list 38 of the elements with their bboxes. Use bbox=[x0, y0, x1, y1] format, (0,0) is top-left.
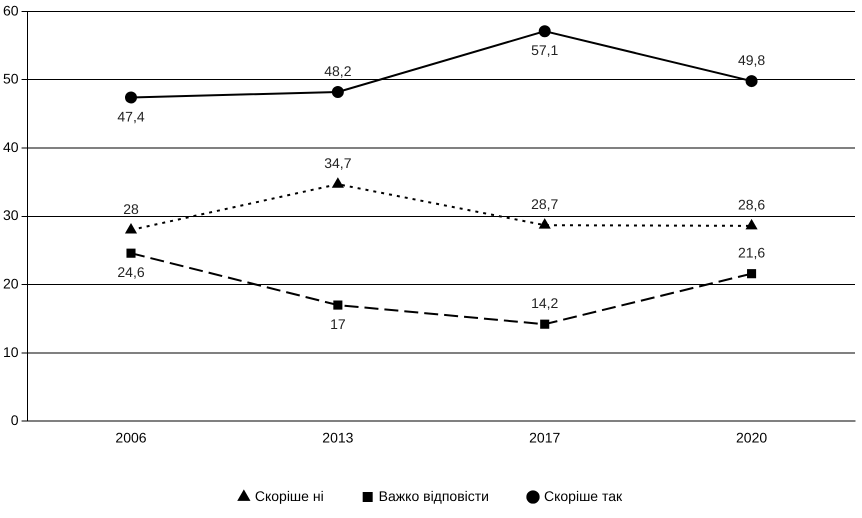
data-label: 48,2 bbox=[324, 62, 352, 79]
y-tick-label: 30 bbox=[2, 207, 19, 224]
point bbox=[125, 91, 137, 104]
data-label: 14,2 bbox=[531, 295, 559, 312]
point bbox=[540, 320, 550, 329]
data-label: 47,4 bbox=[117, 108, 145, 124]
data-label: 28 bbox=[123, 200, 139, 217]
point bbox=[538, 25, 551, 38]
data-label: 17 bbox=[330, 316, 346, 332]
data-label: 24,6 bbox=[117, 264, 145, 280]
y-tick-label: 10 bbox=[2, 344, 19, 360]
point bbox=[746, 220, 757, 230]
point bbox=[332, 86, 344, 98]
legend-label: Скоріше ні bbox=[254, 488, 324, 504]
point bbox=[746, 75, 758, 88]
x-tick-label: 2017 bbox=[529, 429, 560, 446]
point bbox=[747, 269, 756, 278]
legend-label: Скоріше так bbox=[544, 488, 624, 504]
data-label: 28,6 bbox=[738, 196, 766, 213]
y-tick-label: 0 bbox=[10, 412, 19, 428]
x-tick-label: 2020 bbox=[736, 429, 768, 446]
y-tick-label: 20 bbox=[2, 275, 19, 292]
y-tick-label: 60 bbox=[2, 2, 19, 18]
x-tick-label: 2006 bbox=[115, 429, 147, 446]
y-tick-label: 40 bbox=[2, 138, 19, 155]
legend-label: Важко відповісти bbox=[378, 488, 489, 504]
point bbox=[332, 178, 344, 188]
x-tick-label: 2013 bbox=[322, 429, 354, 446]
point bbox=[126, 248, 136, 258]
data-label: 21,6 bbox=[738, 244, 766, 261]
point bbox=[539, 219, 550, 229]
point bbox=[333, 300, 342, 310]
point bbox=[126, 224, 136, 234]
data-label: 28,7 bbox=[531, 196, 559, 212]
data-label: 57,1 bbox=[531, 42, 559, 58]
data-label: 49,8 bbox=[738, 52, 766, 68]
data-label: 34,7 bbox=[324, 155, 352, 172]
y-tick-label: 50 bbox=[2, 70, 19, 87]
